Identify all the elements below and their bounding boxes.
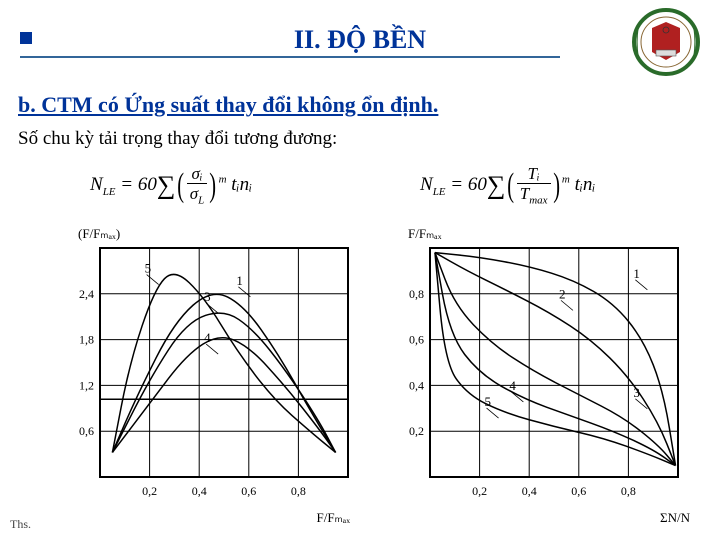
svg-text:4: 4 (204, 330, 211, 345)
f2-den: T (520, 184, 529, 203)
lparen-icon: ( (508, 167, 515, 205)
rparen-icon: ) (210, 167, 217, 205)
section-subtitle: b. CTM có Ứng suất thay đổi không ổn địn… (18, 92, 438, 118)
svg-text:0,4: 0,4 (522, 484, 537, 498)
chart-right-xlabel: ΣN/N (660, 510, 690, 526)
svg-text:0,8: 0,8 (621, 484, 636, 498)
f2-tail: tᵢnᵢ (575, 174, 596, 195)
formula-torque: NLE = 60∑(TᵢTmax)m tᵢnᵢ (420, 165, 595, 206)
chart-left-xlabel: F/Fₘₐₓ (317, 510, 351, 526)
f2-coeff: = 60 (450, 174, 487, 195)
chart-right-svg: 0,2 0,4 0,6 0,8 0,2 0,4 0,6 0,8 1 2 3 4 5 (390, 230, 690, 505)
svg-text:0,8: 0,8 (291, 484, 306, 498)
f2-num: Tᵢ (517, 165, 551, 184)
chart-right-ylabel: F/Fₘₐₓ (408, 226, 442, 242)
svg-text:0,8: 0,8 (409, 287, 424, 301)
svg-text:5: 5 (145, 261, 152, 276)
svg-text:0,4: 0,4 (192, 484, 207, 498)
chart-left: (F/Fₘₐₓ) 0,20,40,60,80,61,21,82,41345 F/… (60, 230, 360, 530)
sigma-icon: ∑ (157, 171, 176, 200)
chart-right: F/Fₘₐₓ 0,20,40,60,80,20,40,60,812345 ΣN/… (390, 230, 690, 530)
f-den: σ (190, 184, 198, 203)
page-title: II. ĐỘ BỀN (294, 25, 426, 54)
f-frac: σᵢσL (187, 165, 208, 206)
svg-text:1,8: 1,8 (79, 333, 94, 347)
f-lhs-sub: LE (103, 186, 116, 198)
f-coeff: = 60 (120, 174, 157, 195)
f2-lhs-sub: LE (433, 186, 446, 198)
f-exp: m (219, 174, 227, 186)
rparen-icon: ) (553, 167, 560, 205)
formula-sigma: NLE = 60∑(σᵢσL)m tᵢnᵢ (90, 165, 252, 206)
svg-text:0,6: 0,6 (79, 424, 94, 438)
f-lhs: N (90, 174, 103, 195)
svg-text:3: 3 (204, 289, 211, 304)
f2-exp: m (562, 174, 570, 186)
charts-row: (F/Fₘₐₓ) 0,20,40,60,80,61,21,82,41345 F/… (60, 230, 680, 530)
f2-lhs: N (420, 174, 433, 195)
f2-den-sub: max (529, 194, 547, 206)
section-subtext: Số chu kỳ tải trọng thay đổi tương đương… (18, 128, 337, 150)
lparen-icon: ( (178, 167, 185, 205)
svg-text:0,4: 0,4 (409, 378, 424, 392)
svg-text:1,2: 1,2 (79, 378, 94, 392)
svg-text:0,2: 0,2 (409, 424, 424, 438)
f-tail: tᵢnᵢ (231, 174, 252, 195)
svg-text:0,2: 0,2 (472, 484, 487, 498)
f-den-sub: L (198, 194, 204, 206)
sigma-icon: ∑ (487, 171, 506, 200)
chart-left-svg: 0,2 0,4 0,6 0,8 0,6 1,2 1,8 2,4 1 3 4 5 (60, 230, 360, 505)
svg-text:2: 2 (559, 286, 566, 301)
university-logo (632, 8, 700, 76)
f-num: σᵢ (187, 165, 208, 184)
page-title-bar: II. ĐỘ BỀN (0, 25, 720, 55)
chart-left-ylabel: (F/Fₘₐₓ) (78, 226, 120, 242)
f2-frac: TᵢTmax (517, 165, 551, 206)
svg-text:2,4: 2,4 (79, 287, 94, 301)
title-underline (20, 56, 560, 58)
svg-text:1: 1 (633, 266, 640, 281)
svg-text:0,6: 0,6 (241, 484, 256, 498)
svg-text:3: 3 (633, 385, 640, 400)
svg-text:1: 1 (236, 273, 243, 288)
svg-text:5: 5 (485, 394, 492, 409)
svg-text:0,6: 0,6 (409, 333, 424, 347)
svg-text:0,2: 0,2 (142, 484, 157, 498)
svg-text:0,6: 0,6 (571, 484, 586, 498)
svg-text:4: 4 (509, 378, 516, 393)
footer-author: Ths. (10, 517, 31, 532)
